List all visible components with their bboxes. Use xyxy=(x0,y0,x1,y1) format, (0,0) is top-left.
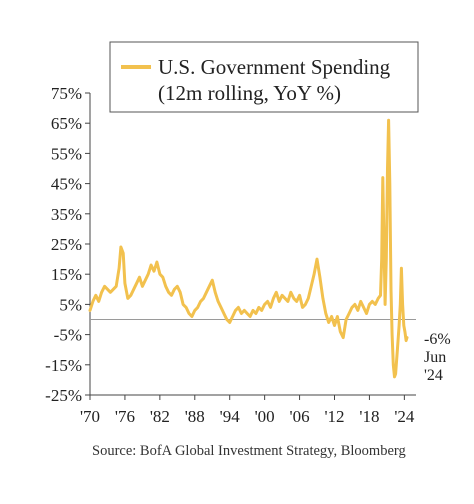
x-tick-label: '12 xyxy=(324,407,344,426)
x-tick-label: '00 xyxy=(255,407,275,426)
x-tick-label: '88 xyxy=(185,407,205,426)
end-value-annotation: -6% Jun '24 xyxy=(424,331,451,384)
y-tick-label: 45% xyxy=(51,175,82,194)
y-tick-label: -5% xyxy=(54,326,82,345)
y-tick-label: 55% xyxy=(51,144,82,163)
source-note: Source: BofA Global Investment Strategy,… xyxy=(92,443,406,459)
x-tick-label: '18 xyxy=(359,407,379,426)
y-tick-label: 65% xyxy=(51,114,82,133)
y-tick-label: -15% xyxy=(45,356,82,375)
x-tick-label: '94 xyxy=(220,407,241,426)
legend-label: U.S. Government Spending xyxy=(158,55,391,79)
axes xyxy=(89,93,416,396)
y-tick-label: 75% xyxy=(51,84,82,103)
x-tick-label: '24 xyxy=(394,407,415,426)
y-tick-label: 15% xyxy=(51,265,82,284)
y-tick-group: 75% 65% 55% 45% 35% 25% 15% 5% -5% -15% -25% xyxy=(45,84,90,405)
series-line-us-government-spending xyxy=(88,118,409,379)
annotation-value: -6% xyxy=(424,331,451,348)
legend-box xyxy=(109,41,419,113)
x-tick-label: '76 xyxy=(115,407,135,426)
annotation-month: Jun xyxy=(424,349,446,366)
x-tick-label: '70 xyxy=(80,407,100,426)
y-tick-label: 35% xyxy=(51,205,82,224)
y-tick-label: 25% xyxy=(51,235,82,254)
legend-sublabel: (12m rolling, YoY %) xyxy=(158,81,341,105)
x-tick-group: '70 '76 '82 '88 '94 '00 '06 '12 '18 '24 xyxy=(80,395,415,426)
y-tick-label: -25% xyxy=(45,386,82,405)
x-tick-label: '82 xyxy=(150,407,170,426)
annotation-year: '24 xyxy=(424,367,443,384)
legend: U.S. Government Spending (12m rolling, Y… xyxy=(109,41,419,113)
x-tick-label: '06 xyxy=(290,407,310,426)
y-tick-label: 5% xyxy=(59,295,82,314)
